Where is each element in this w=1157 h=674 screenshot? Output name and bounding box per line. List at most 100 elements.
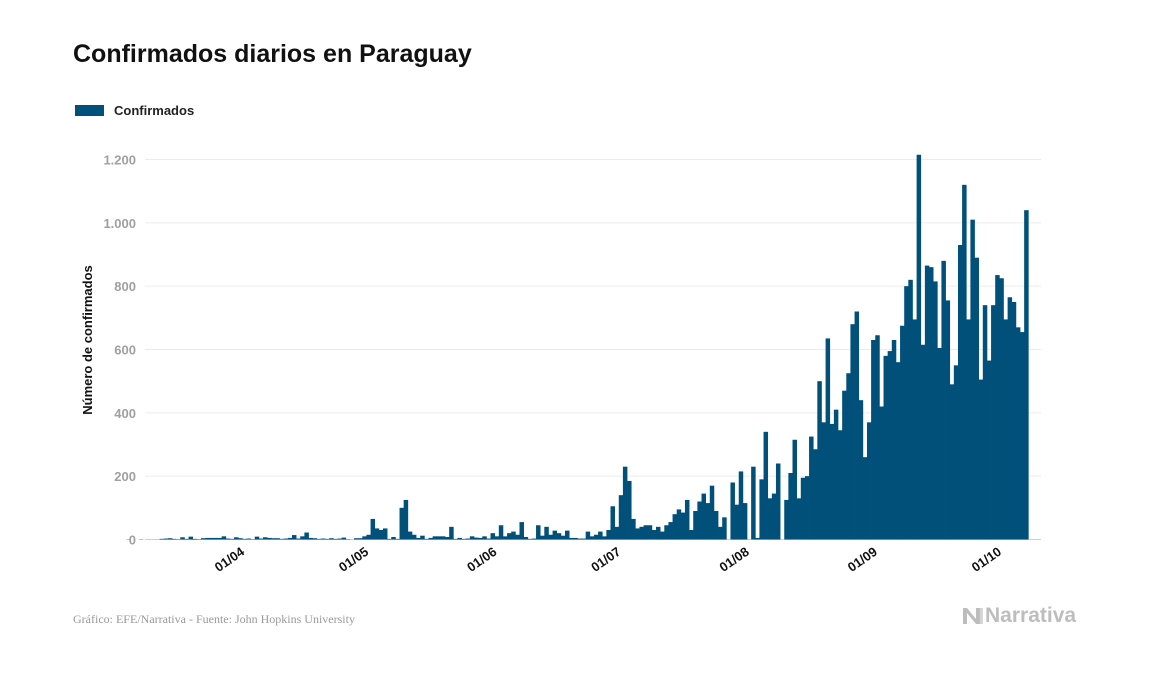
bar [966,319,971,540]
bar [519,522,524,540]
bar [953,365,959,540]
bar [635,528,640,540]
bar [424,538,429,540]
bar [846,373,851,540]
narrativa-logo-icon [963,608,983,624]
bar [387,538,392,540]
bar [358,538,363,540]
bar [618,495,624,540]
bar [188,536,194,540]
bar [577,538,582,540]
bar [709,485,715,540]
bar [287,537,293,540]
bar [821,422,826,540]
x-tick-label: 01/07 [588,544,623,575]
x-tick-label: 01/05 [336,544,371,575]
bar [316,538,322,540]
bar [560,535,566,540]
bar [172,538,177,540]
bar [242,538,247,540]
bar [759,479,764,540]
bars [126,154,1029,540]
bar [465,538,471,540]
bar [767,498,773,540]
bar [325,538,330,540]
bar [593,534,599,540]
bar [507,533,512,540]
bar [742,503,748,540]
bar [263,537,268,540]
bar [490,533,496,540]
bar [192,538,198,540]
bar [804,476,810,540]
bar [407,531,413,540]
y-tick-label: 1.000 [103,216,136,231]
bar [602,536,607,540]
bar [486,538,491,540]
bar [391,536,396,540]
bar [668,522,673,540]
bar [895,362,901,540]
legend: Confirmados [75,103,194,118]
bar [399,507,405,540]
bar [457,537,462,540]
bar [523,536,529,540]
bar [498,525,504,540]
bar [866,422,872,540]
bar [440,536,446,540]
bar [378,530,384,540]
bar [825,338,831,540]
bar [225,538,231,540]
bar [970,219,975,540]
bar [565,530,570,540]
bar [647,525,653,540]
bar [362,536,367,540]
bar [411,534,417,540]
bar [676,509,682,540]
x-axis-tick-labels: 01/04 01/05 01/06 01/07 01/08 01/09 01/10 [212,543,1004,574]
bar [701,493,706,540]
x-tick-label: 01/04 [212,543,248,574]
bar [304,532,309,540]
bar [1020,332,1025,540]
bar [916,154,922,540]
bar [606,530,611,540]
bar [291,535,297,540]
bar [180,537,185,540]
bar [718,526,723,540]
bar [275,538,280,540]
bar [217,537,223,540]
brand-logo: Narrativa [963,604,1076,628]
bar [200,538,206,540]
bar [1024,210,1029,540]
bar [502,536,508,540]
bar [763,431,769,540]
bar [300,536,305,540]
y-tick-label: 1.200 [103,153,136,168]
bar [829,423,835,540]
bar [159,538,165,540]
bar [238,538,243,540]
bar [945,300,951,540]
bar [569,537,574,540]
brand-name: Narrativa [985,604,1077,627]
bar [1007,297,1013,540]
bar [660,531,665,540]
bar [937,347,942,540]
bar [800,477,806,540]
bar [792,439,797,540]
bar [924,265,930,540]
bar [337,538,342,540]
bar [254,536,260,540]
bar [929,267,934,540]
bar [887,351,893,540]
bar [982,305,988,540]
bar [974,257,980,540]
bar [478,537,483,540]
bar [229,538,235,540]
bar [957,245,963,540]
bar [585,531,591,540]
bar [354,538,359,540]
bar [883,355,889,540]
